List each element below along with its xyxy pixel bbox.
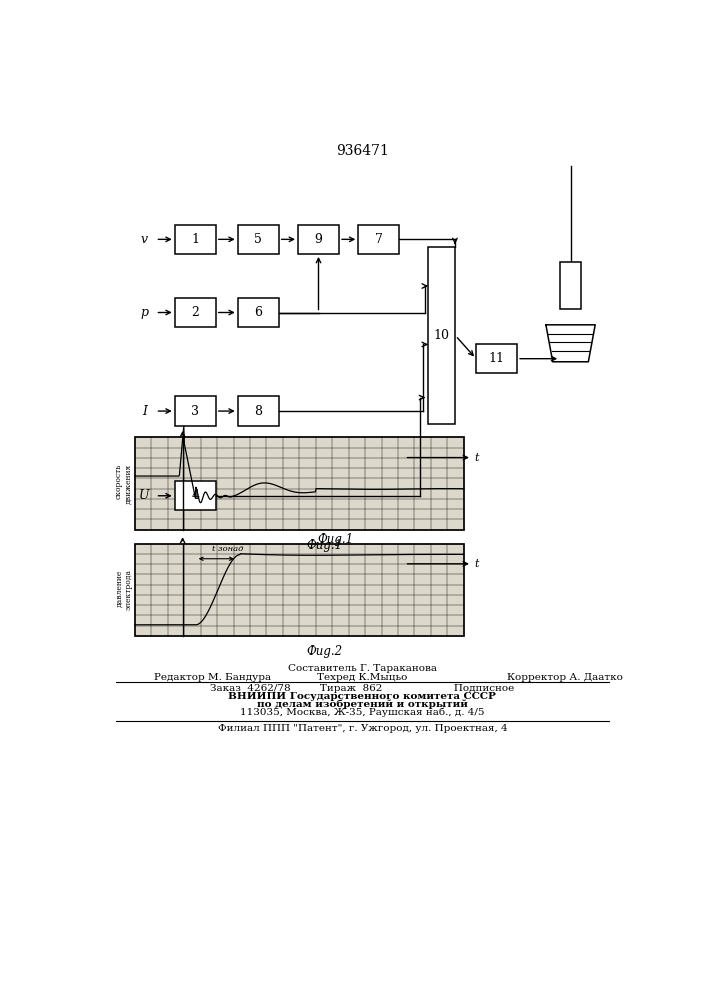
Bar	[298, 225, 339, 254]
Bar	[175, 298, 216, 327]
Bar	[238, 298, 279, 327]
Text: Филиал ППП "Патент", г. Ужгород, ул. Проектная, 4: Филиал ППП "Патент", г. Ужгород, ул. Про…	[218, 724, 507, 733]
Text: Составитель Г. Тараканова: Составитель Г. Тараканова	[288, 664, 437, 673]
Bar	[175, 225, 216, 254]
Text: 10: 10	[434, 329, 450, 342]
Text: 8: 8	[255, 405, 262, 418]
Bar	[560, 262, 581, 309]
Text: Фиg.2: Фиg.2	[306, 645, 342, 658]
Text: 113035, Москва, Ж-35, Раушская наб., д. 4/5: 113035, Москва, Ж-35, Раушская наб., д. …	[240, 707, 484, 717]
Text: ВНИИПИ Государственного комитета СССР: ВНИИПИ Государственного комитета СССР	[228, 692, 496, 701]
Text: t зонад: t зонад	[212, 545, 244, 553]
Bar	[428, 247, 455, 424]
Text: I: I	[142, 405, 147, 418]
Text: 6: 6	[255, 306, 262, 319]
Text: 9: 9	[315, 233, 322, 246]
Text: U: U	[139, 489, 150, 502]
Text: 5: 5	[255, 233, 262, 246]
Text: 3: 3	[191, 405, 199, 418]
Bar	[135, 437, 464, 530]
Text: Корректор А. Даатко: Корректор А. Даатко	[507, 673, 623, 682]
Text: Фиg.1: Фиg.1	[317, 533, 353, 546]
Text: Техред К.Мыцьо: Техред К.Мыцьо	[317, 673, 407, 682]
Text: 2: 2	[192, 306, 199, 319]
Bar	[238, 396, 279, 426]
Text: 11: 11	[489, 352, 505, 365]
Text: 1: 1	[191, 233, 199, 246]
Text: 7: 7	[375, 233, 382, 246]
Bar	[238, 225, 279, 254]
Text: скорость
движения: скорость движения	[115, 463, 132, 504]
Bar	[175, 396, 216, 426]
Text: 4: 4	[191, 489, 199, 502]
Bar	[476, 344, 517, 373]
Bar	[175, 481, 216, 510]
Text: давление
электрода: давление электрода	[115, 569, 132, 610]
Bar	[135, 544, 464, 636]
Text: v: v	[141, 233, 148, 246]
Text: по делам изобретений и открытий: по делам изобретений и открытий	[257, 700, 468, 709]
Text: Заказ  4262/78         Тираж  862                      Подписное: Заказ 4262/78 Тираж 862 Подписное	[210, 684, 515, 693]
Text: t: t	[474, 559, 479, 569]
Text: Редактор М. Бандура: Редактор М. Бандура	[154, 673, 271, 682]
Text: 936471: 936471	[336, 144, 389, 158]
Text: Фиg.1: Фиg.1	[306, 539, 342, 552]
Bar	[358, 225, 399, 254]
Text: t: t	[474, 453, 479, 463]
Text: p: p	[141, 306, 148, 319]
